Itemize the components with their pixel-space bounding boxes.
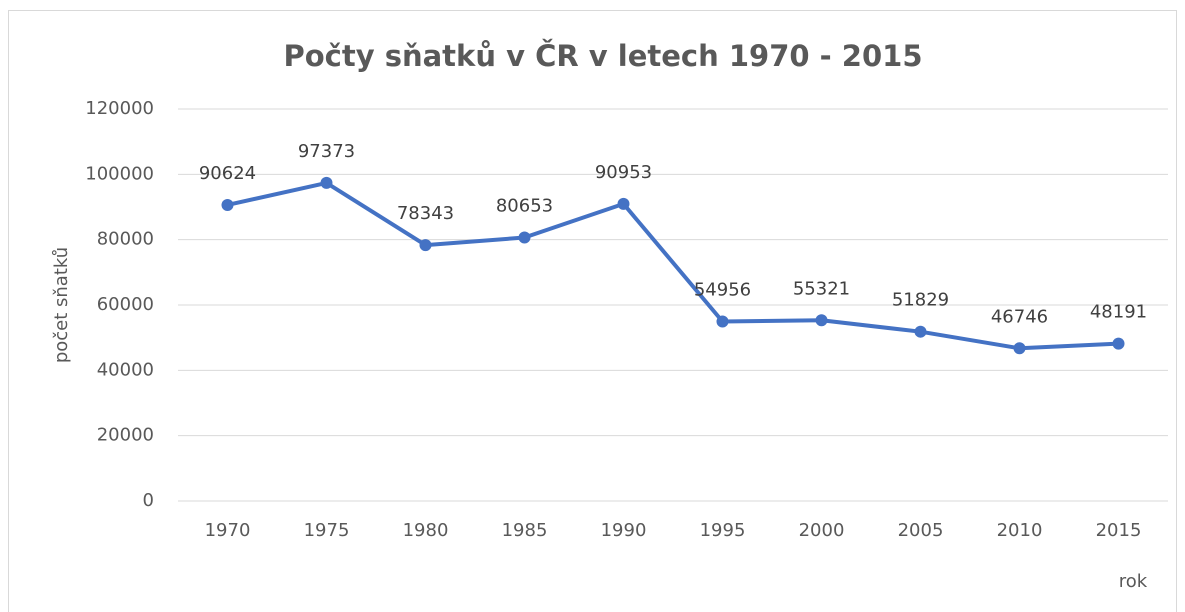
y-tick-label: 40000 [97,359,154,380]
data-label: 80653 [496,196,553,217]
data-label: 90624 [199,163,256,184]
x-tick-label: 1995 [700,520,746,541]
y-tick-label: 20000 [97,425,154,446]
data-label: 51829 [892,290,949,311]
point [320,176,333,189]
data-label: 90953 [595,162,652,183]
y-tick-label: 120000 [85,98,154,119]
chart-frame [8,10,1177,612]
line [227,180,1119,351]
chart-title: Počty sňatků v ČR v letech 1970 - 2015 [283,39,922,73]
x-tick-label: 1985 [502,520,548,541]
data-label: 78343 [397,203,454,224]
point [221,198,234,211]
y-axis-label: počet sňatků [51,247,72,363]
x-tick-label: 2010 [997,520,1043,541]
x-tick-label: 1970 [205,520,251,541]
point [419,239,432,252]
x-tick-label: 1990 [601,520,647,541]
x-tick-label: 2005 [898,520,944,541]
point [518,231,531,244]
data-label: 97373 [298,141,355,162]
point [914,325,927,338]
data-label: 48191 [1090,302,1147,323]
point [1112,337,1125,350]
data-label: 55321 [793,278,850,299]
x-tick-label: 1980 [403,520,449,541]
point [716,315,729,328]
x-tick-label: 2000 [799,520,845,541]
point [1013,342,1026,355]
y-tick-label: 0 [143,490,154,511]
x-tick-label: 1975 [304,520,350,541]
data-label: 46746 [991,306,1048,327]
point [815,314,828,327]
data-label: 54956 [694,279,751,300]
y-tick-label: 60000 [97,294,154,315]
x-axis-label: rok [1119,571,1148,592]
x-tick-label: 2015 [1096,520,1142,541]
y-tick-label: 80000 [97,229,154,250]
y-tick-label: 100000 [85,163,154,184]
point [617,197,630,210]
